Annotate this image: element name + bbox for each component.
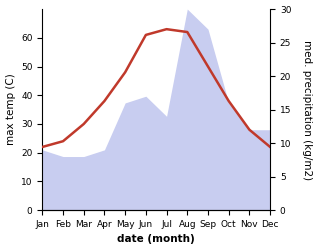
Y-axis label: med. precipitation (kg/m2): med. precipitation (kg/m2) [302, 40, 313, 180]
X-axis label: date (month): date (month) [117, 234, 195, 244]
Y-axis label: max temp (C): max temp (C) [5, 74, 16, 146]
